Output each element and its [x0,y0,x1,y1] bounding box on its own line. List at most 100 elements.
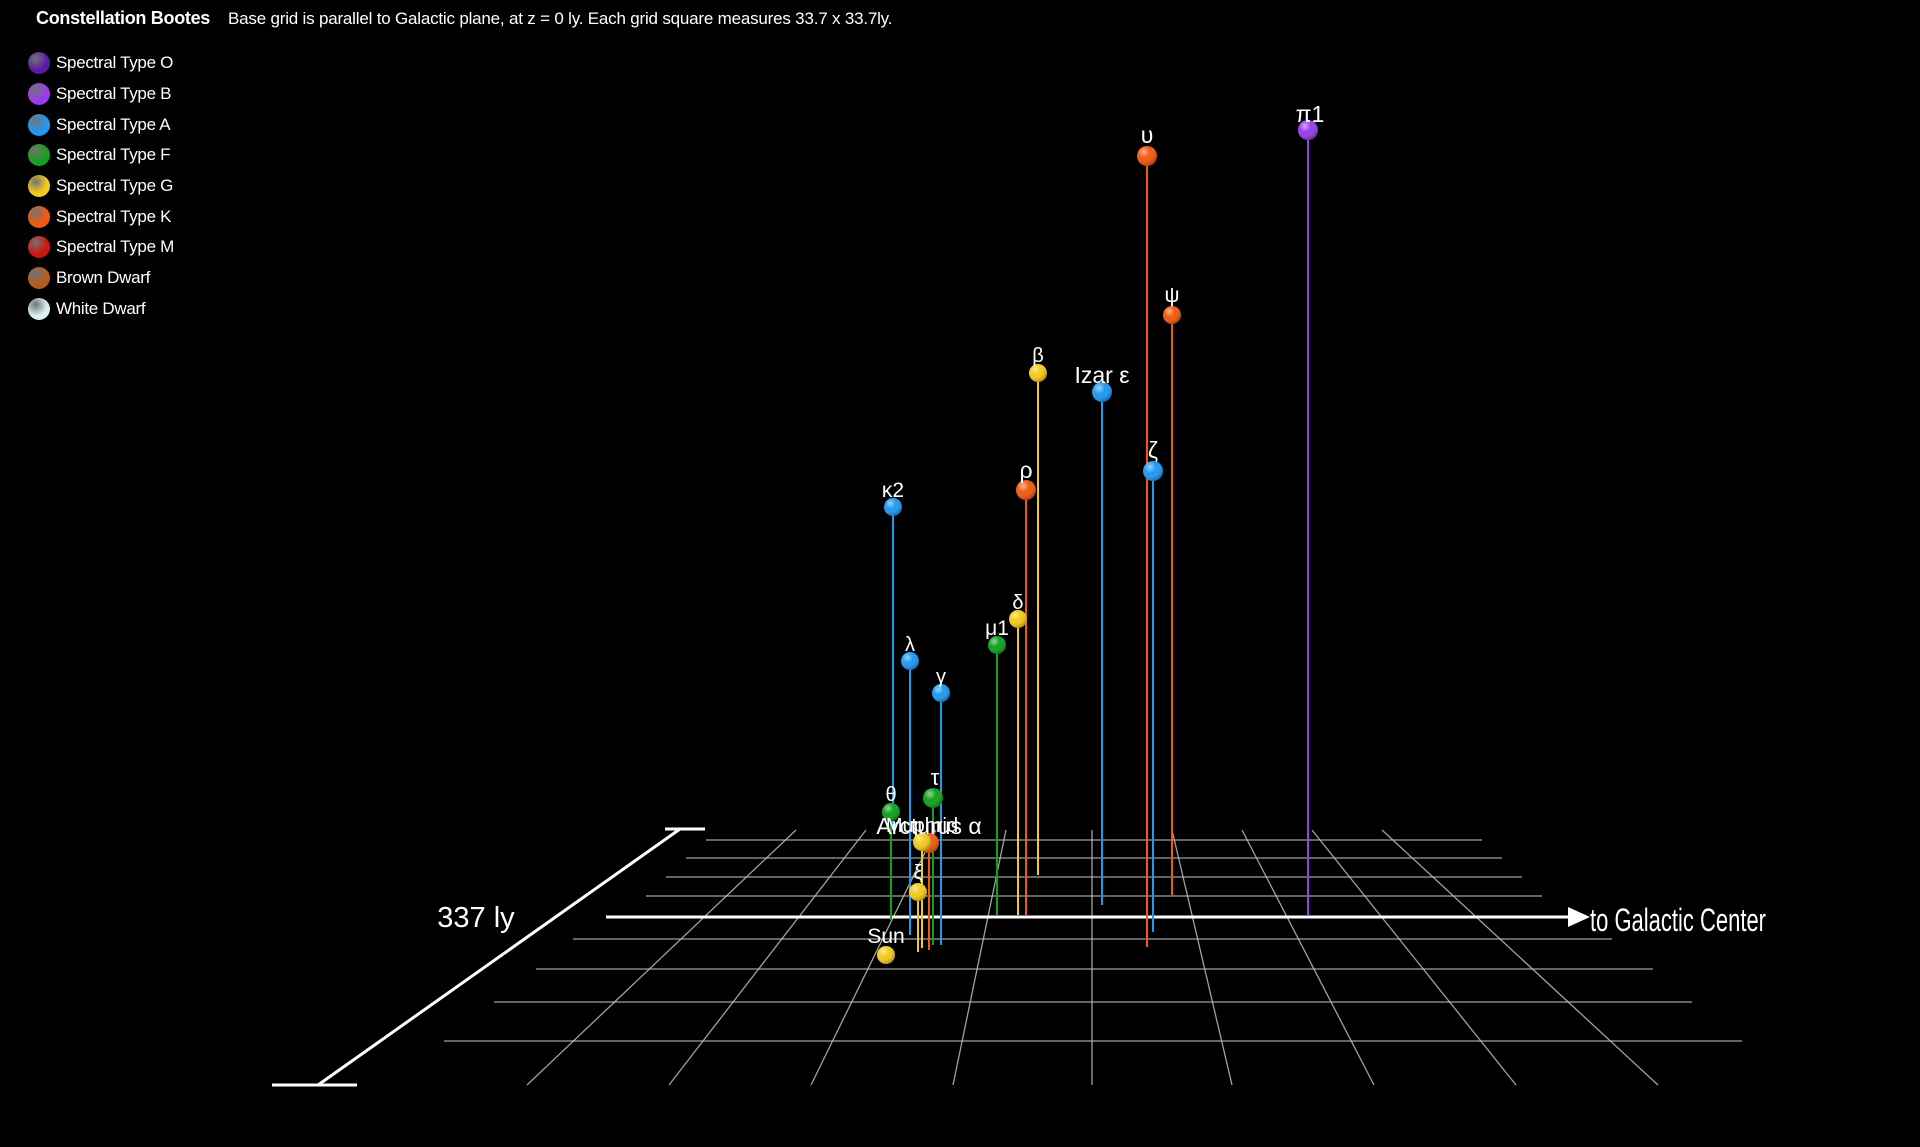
purple-sphere-icon [28,52,50,75]
star-star-sheen [1016,480,1036,500]
star-star-sheen [923,788,943,808]
star-star-sheen [901,652,919,670]
star-drop-lines [890,130,1309,952]
scale-axis: 337 ly [272,827,705,1087]
star-1-marker[interactable] [1298,120,1318,140]
star-star-marker[interactable] [909,883,927,901]
legend-item-type-f[interactable]: Spectral Type F [28,140,174,171]
star-izar-label: Izar ε [1075,362,1130,388]
star-star-marker[interactable] [1163,306,1181,324]
star-arcturus-label: Arcturus α [876,813,981,839]
star-star-marker[interactable] [1016,480,1036,500]
red-sphere-icon [28,236,50,259]
star-star-marker[interactable] [923,788,943,808]
star-star-marker[interactable] [1137,146,1157,166]
grid-line [526,829,797,1086]
star-star-sheen [882,803,900,821]
star-star-label: ψ [1165,284,1180,307]
star-muphrid-label: Muphrid [886,815,958,837]
star-star-sheen [1009,610,1027,628]
violet-sphere-icon [28,83,50,106]
legend-label: Spectral Type K [56,206,172,226]
star-2-sheen [884,498,902,516]
star-star-marker[interactable] [1029,364,1047,382]
star-star-sheen [932,684,950,702]
chart-header: Constellation Bootes Base grid is parall… [36,8,892,38]
star-star-label: υ [1141,122,1154,148]
green-sphere-icon [28,144,50,167]
legend-label: Spectral Type A [56,114,171,134]
star-star-label: β [1032,345,1044,367]
star-star-marker[interactable] [1009,610,1027,628]
star-izar-sheen [1092,382,1112,402]
grid-line [1311,829,1517,1086]
star-star-sheen [1029,364,1047,382]
star-star-label: λ [905,634,915,656]
star-star-sheen [1163,306,1181,324]
star-star-marker[interactable] [932,684,950,702]
star-star-sheen [909,883,927,901]
star-1-sheen [988,636,1006,654]
star-2-label: κ2 [882,479,904,502]
legend-label: Spectral Type G [56,176,174,196]
legend-item-white-dwarf[interactable]: White Dwarf [28,294,174,325]
star-star-label: δ [1012,592,1023,614]
star-sun-label: Sun [867,925,904,948]
spectral-type-legend: Spectral Type O Spectral Type B Spectral… [28,48,174,324]
orange-sphere-icon [28,205,50,228]
legend-label: Spectral Type M [56,237,175,257]
star-star-marker[interactable] [882,803,900,821]
scale-axis-line [317,827,681,1087]
star-muphrid-marker[interactable] [913,833,931,851]
legend-item-type-o[interactable]: Spectral Type O [28,48,174,79]
galactic-plane-grid [444,829,1742,1086]
star-1-label: π1 [1296,101,1325,127]
star-markers [877,120,1318,964]
star-star-label: ρ [1019,457,1032,483]
star-star-marker[interactable] [1143,461,1163,481]
legend-label: Spectral Type F [56,145,171,165]
star-star-marker[interactable] [901,652,919,670]
galactic-center-label: to Galactic Center [1590,902,1766,938]
page-title: Constellation Bootes [36,8,211,28]
star-star-label: ζ [1148,437,1158,463]
white-sphere-icon [28,297,50,320]
legend-label: Spectral Type B [56,84,172,104]
star-star-label: θ [885,784,896,806]
scale-axis-label: 337 ly [437,902,515,934]
star-star-sheen [1143,461,1163,481]
brown-sphere-icon [28,267,50,290]
star-star-label: τ [931,765,940,790]
legend-item-type-g[interactable]: Spectral Type G [28,171,174,202]
legend-item-type-a[interactable]: Spectral Type A [28,109,174,140]
grid-line [952,829,1007,1086]
yellow-sphere-icon [28,175,50,198]
legend-item-type-b[interactable]: Spectral Type B [28,79,174,110]
legend-item-type-m[interactable]: Spectral Type M [28,232,174,263]
star-star-sheen [1137,146,1157,166]
blue-sphere-icon [28,113,50,136]
star-1-marker[interactable] [988,636,1006,654]
grid-line [810,829,937,1086]
star-muphrid-sheen [913,833,931,851]
legend-label: Brown Dwarf [56,268,151,288]
arrow-right-icon [1568,907,1590,927]
grid-description: Base grid is parallel to Galactic plane,… [228,9,893,28]
legend-label: White Dwarf [56,298,146,318]
grid-line [1381,829,1659,1086]
star-2-marker[interactable] [884,498,902,516]
star-sun-marker[interactable] [877,946,895,964]
galactic-center-axis: to Galactic Center [606,902,1766,938]
legend-label: Spectral Type O [56,53,174,73]
star-izar-marker[interactable] [1092,382,1112,402]
legend-item-type-k[interactable]: Spectral Type K [28,201,174,232]
legend-item-brown-dwarf[interactable]: Brown Dwarf [28,263,174,294]
grid-line [1241,829,1375,1086]
star-sun-sheen [877,946,895,964]
star-1-label: μ1 [985,617,1009,640]
grid-line [668,829,867,1086]
star-labels: π1 υ ψ β Izar ε ζ ρ κ2 δμ1 λγ θ τ Arcturus α ξ Muphrid… [867,101,1324,948]
grid-line [1171,829,1233,1086]
star-1-sheen [1298,120,1318,140]
